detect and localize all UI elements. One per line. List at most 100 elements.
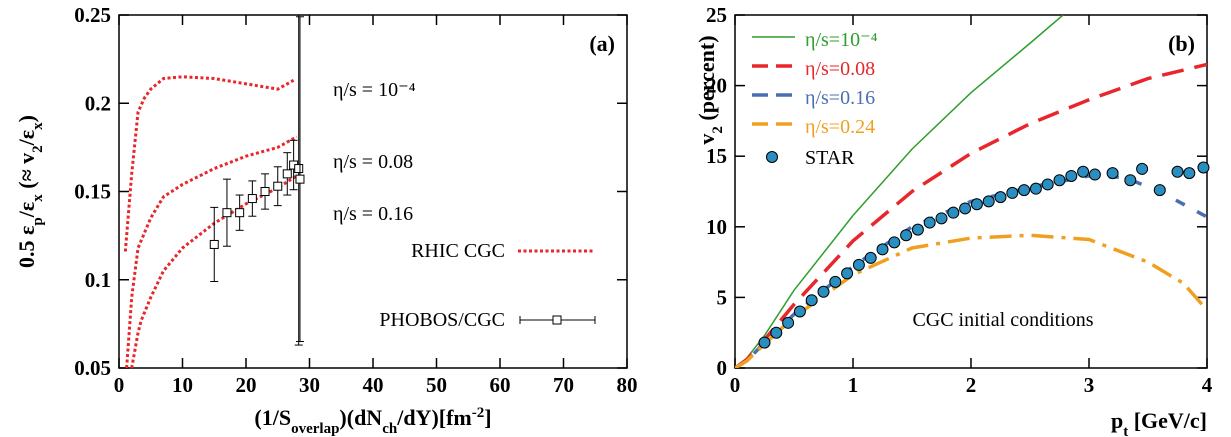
data-point [273,181,283,191]
x-tick-label: 30 [299,373,320,397]
data-point [1006,186,1019,199]
data-point [770,326,783,339]
data-point [876,243,889,256]
x-tick-label: 70 [553,373,574,397]
curve-label: η/s = 0.08 [333,151,413,173]
curve [735,62,1207,368]
data-point [935,212,948,225]
x-tick-label: 1 [848,373,859,397]
data-point [923,216,936,229]
label-part: (percent) [694,35,719,126]
curve-label: η/s = 0.16 [333,203,413,225]
curve [123,75,295,252]
x-tick-label: 3 [1084,373,1095,397]
plot-frame [118,14,628,369]
x-tick-label: 80 [617,373,638,397]
x-tick-label: 50 [426,373,447,397]
curve [735,15,1064,368]
label-part: [GeV/c] [1128,408,1207,433]
data-point [782,316,795,329]
data-point [1171,165,1184,178]
y-tick-label: 0.15 [74,180,111,204]
data-point [1041,178,1054,191]
label-part: )(dN [339,405,382,430]
y-tick-label: 25 [706,3,727,27]
x-axis-label: pt [GeV/c] [1111,408,1207,437]
data-point [1029,182,1042,195]
data-point [829,275,842,288]
label-part: overlap [291,421,339,437]
x-tick-label: 2 [966,373,977,397]
data-point [805,294,818,307]
data-point [1065,169,1078,182]
label-part: /dY)[fm [396,405,472,430]
y-tick-label: 0.05 [74,356,111,380]
legend-swatch [766,151,778,163]
y-tick-label: 20 [706,74,727,98]
legend-label: STAR [805,147,855,169]
label-part: 0.5 ε [14,226,39,268]
x-tick-label: 0 [114,373,125,397]
y-tick-label: 0.2 [85,91,111,115]
y-tick-label: 15 [706,144,727,168]
data-point [970,198,983,211]
x-tick-label: 40 [363,373,384,397]
x-tick-label: 60 [490,373,511,397]
label-part: x [30,122,46,130]
label-part: t [1123,424,1128,437]
label-part: 2 [30,145,46,153]
label-part: 2 [710,126,726,134]
legend-label: η/s=0.24 [805,116,875,138]
label-part: ) [14,115,39,122]
data-point [1183,167,1196,180]
y-tick-label: 10 [706,215,727,239]
panel-label: (a) [589,31,615,56]
curve-label: η/s = 10⁻⁴ [333,79,416,101]
data-point [852,258,865,271]
label-part: p [30,217,46,225]
x-tick-label: 4 [1202,373,1213,397]
y-tick-label: 0.1 [85,268,111,292]
y-tick-label: 0.25 [74,3,111,27]
data-point [222,208,232,218]
label-part: x [30,194,46,202]
data-point [841,267,854,280]
legend-label: RHIC CGC [411,240,505,262]
data-point [1077,165,1090,178]
label-part: /ε [14,130,39,147]
data-point [1124,174,1137,187]
data-point [982,195,995,208]
data-point [1053,174,1066,187]
data-point [817,285,830,298]
annotation: CGC initial conditions [912,309,1093,331]
legend-label: PHOBOS/CGC [379,309,505,331]
data-point [1088,168,1101,181]
x-axis-label: (1/Soverlap)(dNch/dY)[fm-2] [254,405,491,437]
data-point [295,174,305,184]
data-point [793,305,806,318]
data-point [247,194,257,204]
data-point [209,239,219,249]
x-tick-label: 10 [172,373,193,397]
data-point [1197,161,1210,174]
panel-label: (b) [1168,31,1195,56]
curve [735,233,1207,368]
data-point [294,164,304,174]
label-part: (1/S [254,405,291,430]
data-point [1018,184,1031,197]
label-part: (≈ v [14,153,39,194]
data-point [1106,167,1119,180]
label-part: /ε [14,202,39,219]
label-part: -2 [472,405,485,421]
data-point [1136,162,1149,175]
data-point [260,187,270,196]
y-tick-label: 5 [717,285,728,309]
label-part: v [694,134,719,145]
x-tick-label: 0 [730,373,741,397]
data-point [911,223,924,236]
data-point [864,251,877,264]
curve [125,135,298,368]
data-point [235,208,245,218]
label-part: p [1111,408,1123,433]
